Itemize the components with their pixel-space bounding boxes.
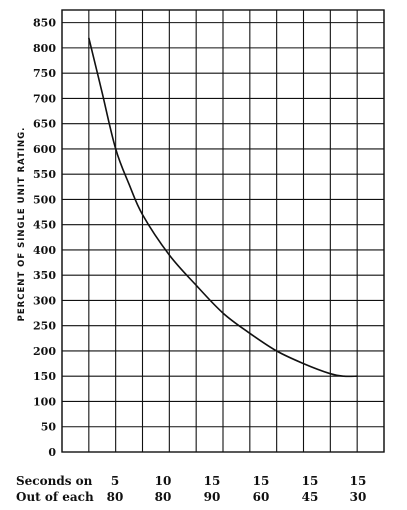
y-tick-label: 750 xyxy=(33,67,56,80)
x-tick-label: 80 xyxy=(106,490,124,504)
seconds-on-row: Seconds on 5 10 15 15 15 15 xyxy=(0,474,407,490)
out-of-each-label: Out of each xyxy=(16,490,94,504)
y-tick-label: 300 xyxy=(33,294,56,307)
y-axis-label: PERCENT OF SINGLE UNIT RATING. xyxy=(17,127,27,322)
x-tick-label: 45 xyxy=(301,490,319,504)
series-line xyxy=(88,37,358,378)
x-tick-label: 10 xyxy=(154,474,172,488)
x-tick-label: 15 xyxy=(349,474,367,488)
x-tick-label: 80 xyxy=(154,490,172,504)
seconds-on-label: Seconds on xyxy=(16,474,93,488)
y-tick-label: 100 xyxy=(33,395,56,408)
x-tick-label: 15 xyxy=(203,474,221,488)
y-tick-label: 400 xyxy=(33,244,56,257)
y-tick-label: 250 xyxy=(33,320,56,333)
y-tick-labels: 0 50 100 150 200 250 300 350 400 450 500 550 600 650 7… xyxy=(33,17,56,459)
y-tick-label: 50 xyxy=(41,421,57,434)
x-tick-label: 15 xyxy=(252,474,270,488)
x-tick-label: 60 xyxy=(252,490,270,504)
chart-svg: 0 50 100 150 200 250 300 350 400 450 500 550 600 650 7… xyxy=(17,9,385,459)
y-tick-label: 450 xyxy=(33,219,56,232)
y-tick-label: 150 xyxy=(33,370,56,383)
y-tick-label: 350 xyxy=(33,269,56,282)
y-tick-label: 800 xyxy=(33,42,56,55)
y-tick-label: 500 xyxy=(33,193,56,206)
grid xyxy=(61,9,385,453)
x-tick-label: 30 xyxy=(349,490,367,504)
y-tick-label: 200 xyxy=(33,345,56,358)
x-tick-label: 5 xyxy=(110,474,120,488)
y-tick-label: 650 xyxy=(33,118,56,131)
y-tick-label: 600 xyxy=(33,143,56,156)
y-tick-label: 0 xyxy=(48,446,56,459)
y-tick-label: 850 xyxy=(33,17,56,30)
y-tick-label: 700 xyxy=(33,92,56,105)
out-of-each-row: Out of each 80 80 90 60 45 30 xyxy=(0,490,407,506)
x-tick-label: 15 xyxy=(301,474,319,488)
x-tick-label: 90 xyxy=(203,490,221,504)
y-tick-label: 550 xyxy=(33,168,56,181)
